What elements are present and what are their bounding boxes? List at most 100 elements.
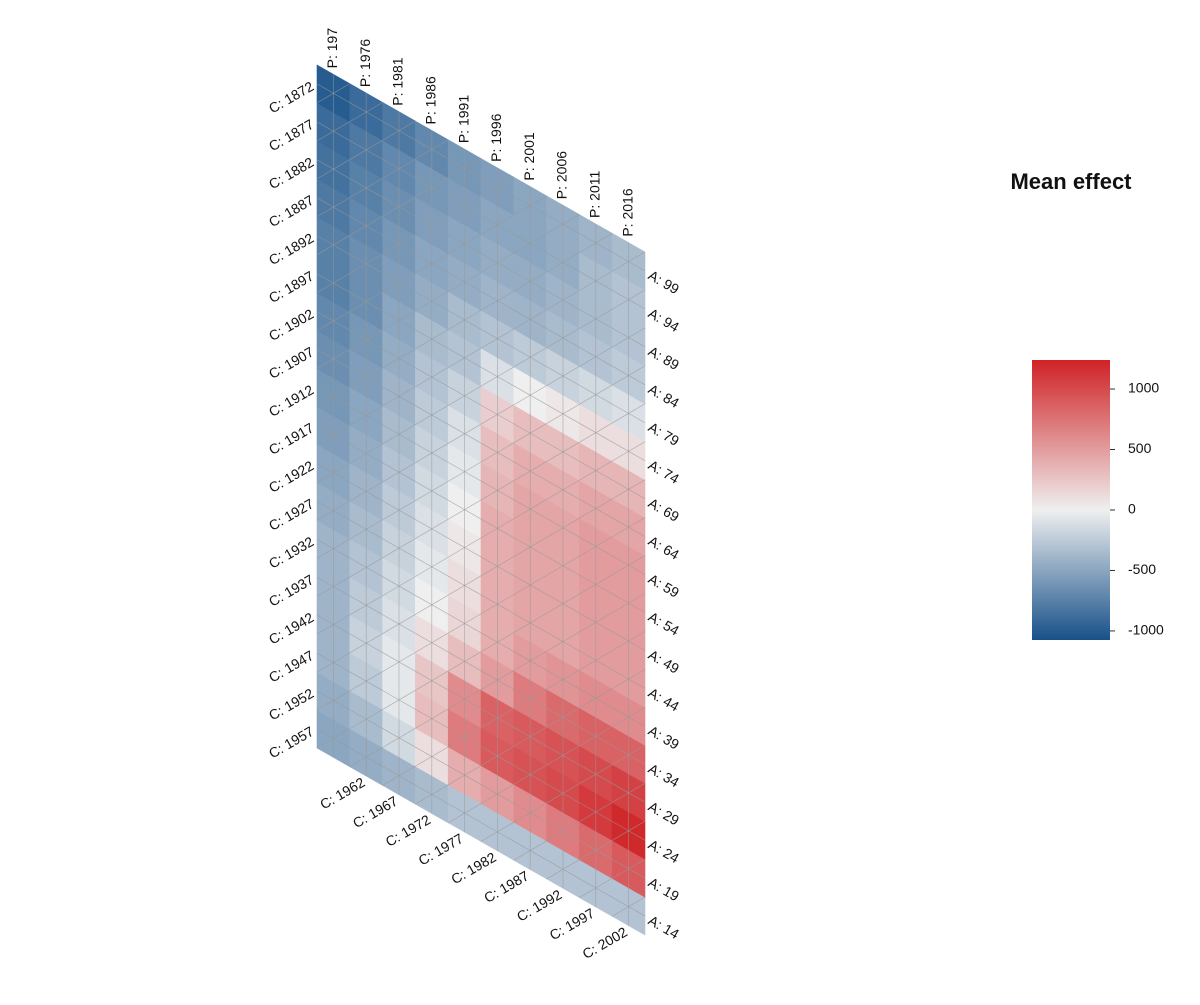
grid-line [316,728,646,917]
cohort-label: C: 1882 [266,154,317,192]
grid-line [316,195,547,331]
cohort-label: C: 1907 [266,343,317,381]
age-label: A: 24 [646,836,682,866]
grid-line [415,669,646,805]
grid-line [316,555,646,749]
age-label: A: 74 [646,457,682,487]
grid-line [316,517,646,711]
period-label: P: 2011 [587,171,603,218]
grid-line [316,120,416,180]
period-label: P: 1996 [488,113,504,161]
cohort-label: C: 1942 [266,609,317,647]
grid-line [316,139,449,218]
age-label: A: 64 [646,533,682,563]
period-label: P: 197 [324,28,340,69]
cohort-label: C: 1952 [266,685,317,723]
age-label: A: 84 [646,381,682,411]
cohort-label: C: 1912 [266,381,317,419]
grid-line [382,631,646,786]
grid-line [316,251,646,445]
cohort-label: C: 1887 [266,192,317,230]
cohort-label: C: 1932 [266,533,317,571]
grid-line [316,102,383,142]
cohort-label: C: 1892 [266,230,317,268]
period-label: P: 1991 [455,95,471,143]
legend-title: Mean effect [1010,169,1132,194]
grid-line [448,707,646,824]
grid-line [316,83,646,272]
grid-line [316,327,646,521]
age-label: A: 89 [646,343,682,373]
grid-line [316,652,646,841]
age-label: A: 99 [646,267,682,297]
age-label: A: 34 [646,760,682,790]
grid-line [316,403,646,597]
grid-line [316,83,350,104]
grid-line [316,197,646,386]
cohort-label: C: 1917 [266,419,317,457]
cohort-label: C: 1987 [481,867,532,905]
cohort-label: C: 1977 [415,830,466,868]
cohort-label: C: 1967 [350,793,401,831]
grid-line [316,479,646,673]
grid-line [316,273,646,461]
age-label: A: 44 [646,684,682,714]
cohort-label: C: 1902 [266,305,317,343]
grid-line [316,501,646,689]
cohort-label: C: 1962 [317,774,368,812]
age-label: A: 19 [646,874,682,904]
grid-line [316,176,514,293]
grid-line [316,214,580,369]
period-label: P: 2016 [619,188,635,236]
cohort-label: C: 1997 [547,905,598,943]
cohort-label: C: 1927 [266,495,317,533]
grid-line [316,441,646,635]
period-label: P: 2001 [521,132,537,180]
grid-line [316,365,646,559]
grid-line [316,159,646,348]
colorbar-label: 500 [1128,440,1152,456]
age-label: A: 49 [646,646,682,676]
cohort-label: C: 1947 [266,647,317,685]
cohort-label: C: 1937 [266,571,317,609]
cohort-label: C: 1992 [514,886,565,924]
cohort-label: C: 1897 [266,268,317,306]
colorbar-label: 0 [1128,501,1136,517]
grid-line [316,121,646,310]
grid-line [316,349,646,537]
cohort-label: C: 1957 [266,723,317,761]
grid-line [316,311,646,499]
colorbar-label: -500 [1128,561,1156,577]
colorbar-label: 1000 [1128,380,1159,396]
grid-line [316,576,646,765]
colorbar-label: -1000 [1128,622,1164,638]
grid-line [316,539,646,727]
age-label: A: 54 [646,608,682,638]
cohort-label: C: 1972 [383,811,434,849]
grid-line [349,593,646,768]
age-label: A: 94 [646,305,682,335]
grid-line [480,744,646,842]
grid-line [546,820,646,880]
cohort-label: C: 1872 [266,78,317,116]
colorbar [1032,360,1110,640]
age-label: A: 69 [646,495,682,525]
age-label: A: 14 [646,912,682,942]
age-label: A: 59 [646,570,682,600]
cohort-label: C: 1982 [448,849,499,887]
period-label: P: 2006 [554,151,570,199]
cohort-label: C: 2002 [579,923,630,961]
period-label: P: 1986 [423,76,439,124]
age-label: A: 39 [646,722,682,752]
cohort-label: C: 1877 [266,116,317,154]
grid-line [316,614,646,803]
age-label: A: 79 [646,419,682,449]
grid-line [316,463,646,651]
grid-line [316,232,613,407]
grid-line [316,158,482,256]
grid-line [513,782,646,861]
grid-line [612,896,646,917]
grid-line [316,425,646,613]
age-label: A: 29 [646,798,682,828]
cohort-label: C: 1922 [266,457,317,495]
